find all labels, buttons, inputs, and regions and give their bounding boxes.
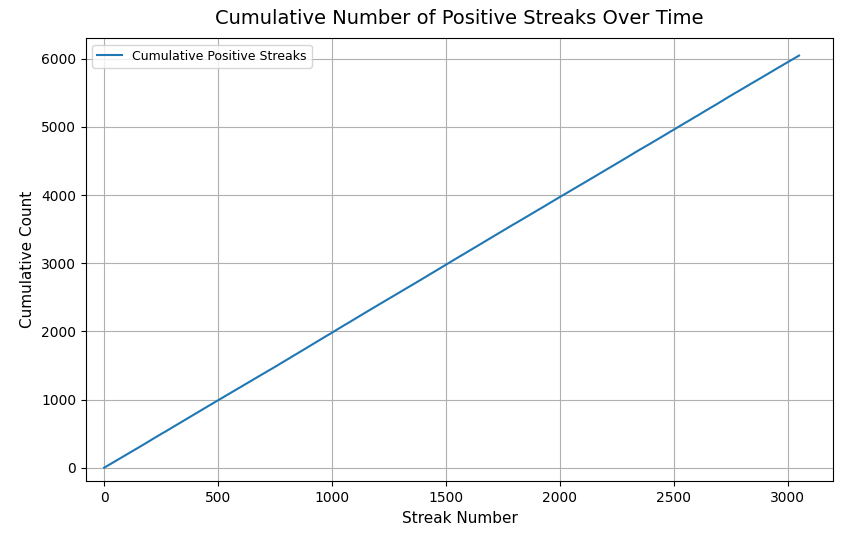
Cumulative Positive Streaks [794,53,804,59]
Cumulative Positive Streaks [99,464,109,471]
X-axis label: Streak Number: Streak Number [402,511,517,526]
Line: Cumulative Positive Streaks: Cumulative Positive Streaks [104,56,799,468]
Cumulative Positive Streaks [225,390,235,397]
Cumulative Positive Streaks [194,408,204,415]
Legend: Cumulative Positive Streaks: Cumulative Positive Streaks [92,44,312,67]
Y-axis label: Cumulative Count: Cumulative Count [21,191,35,328]
Cumulative Positive Streaks [627,151,637,158]
Title: Cumulative Number of Positive Streaks Over Time: Cumulative Number of Positive Streaks Ov… [216,9,704,28]
Cumulative Positive Streaks [713,100,723,107]
Cumulative Positive Streaks [576,181,587,188]
Cumulative Positive Streaks [105,461,115,468]
